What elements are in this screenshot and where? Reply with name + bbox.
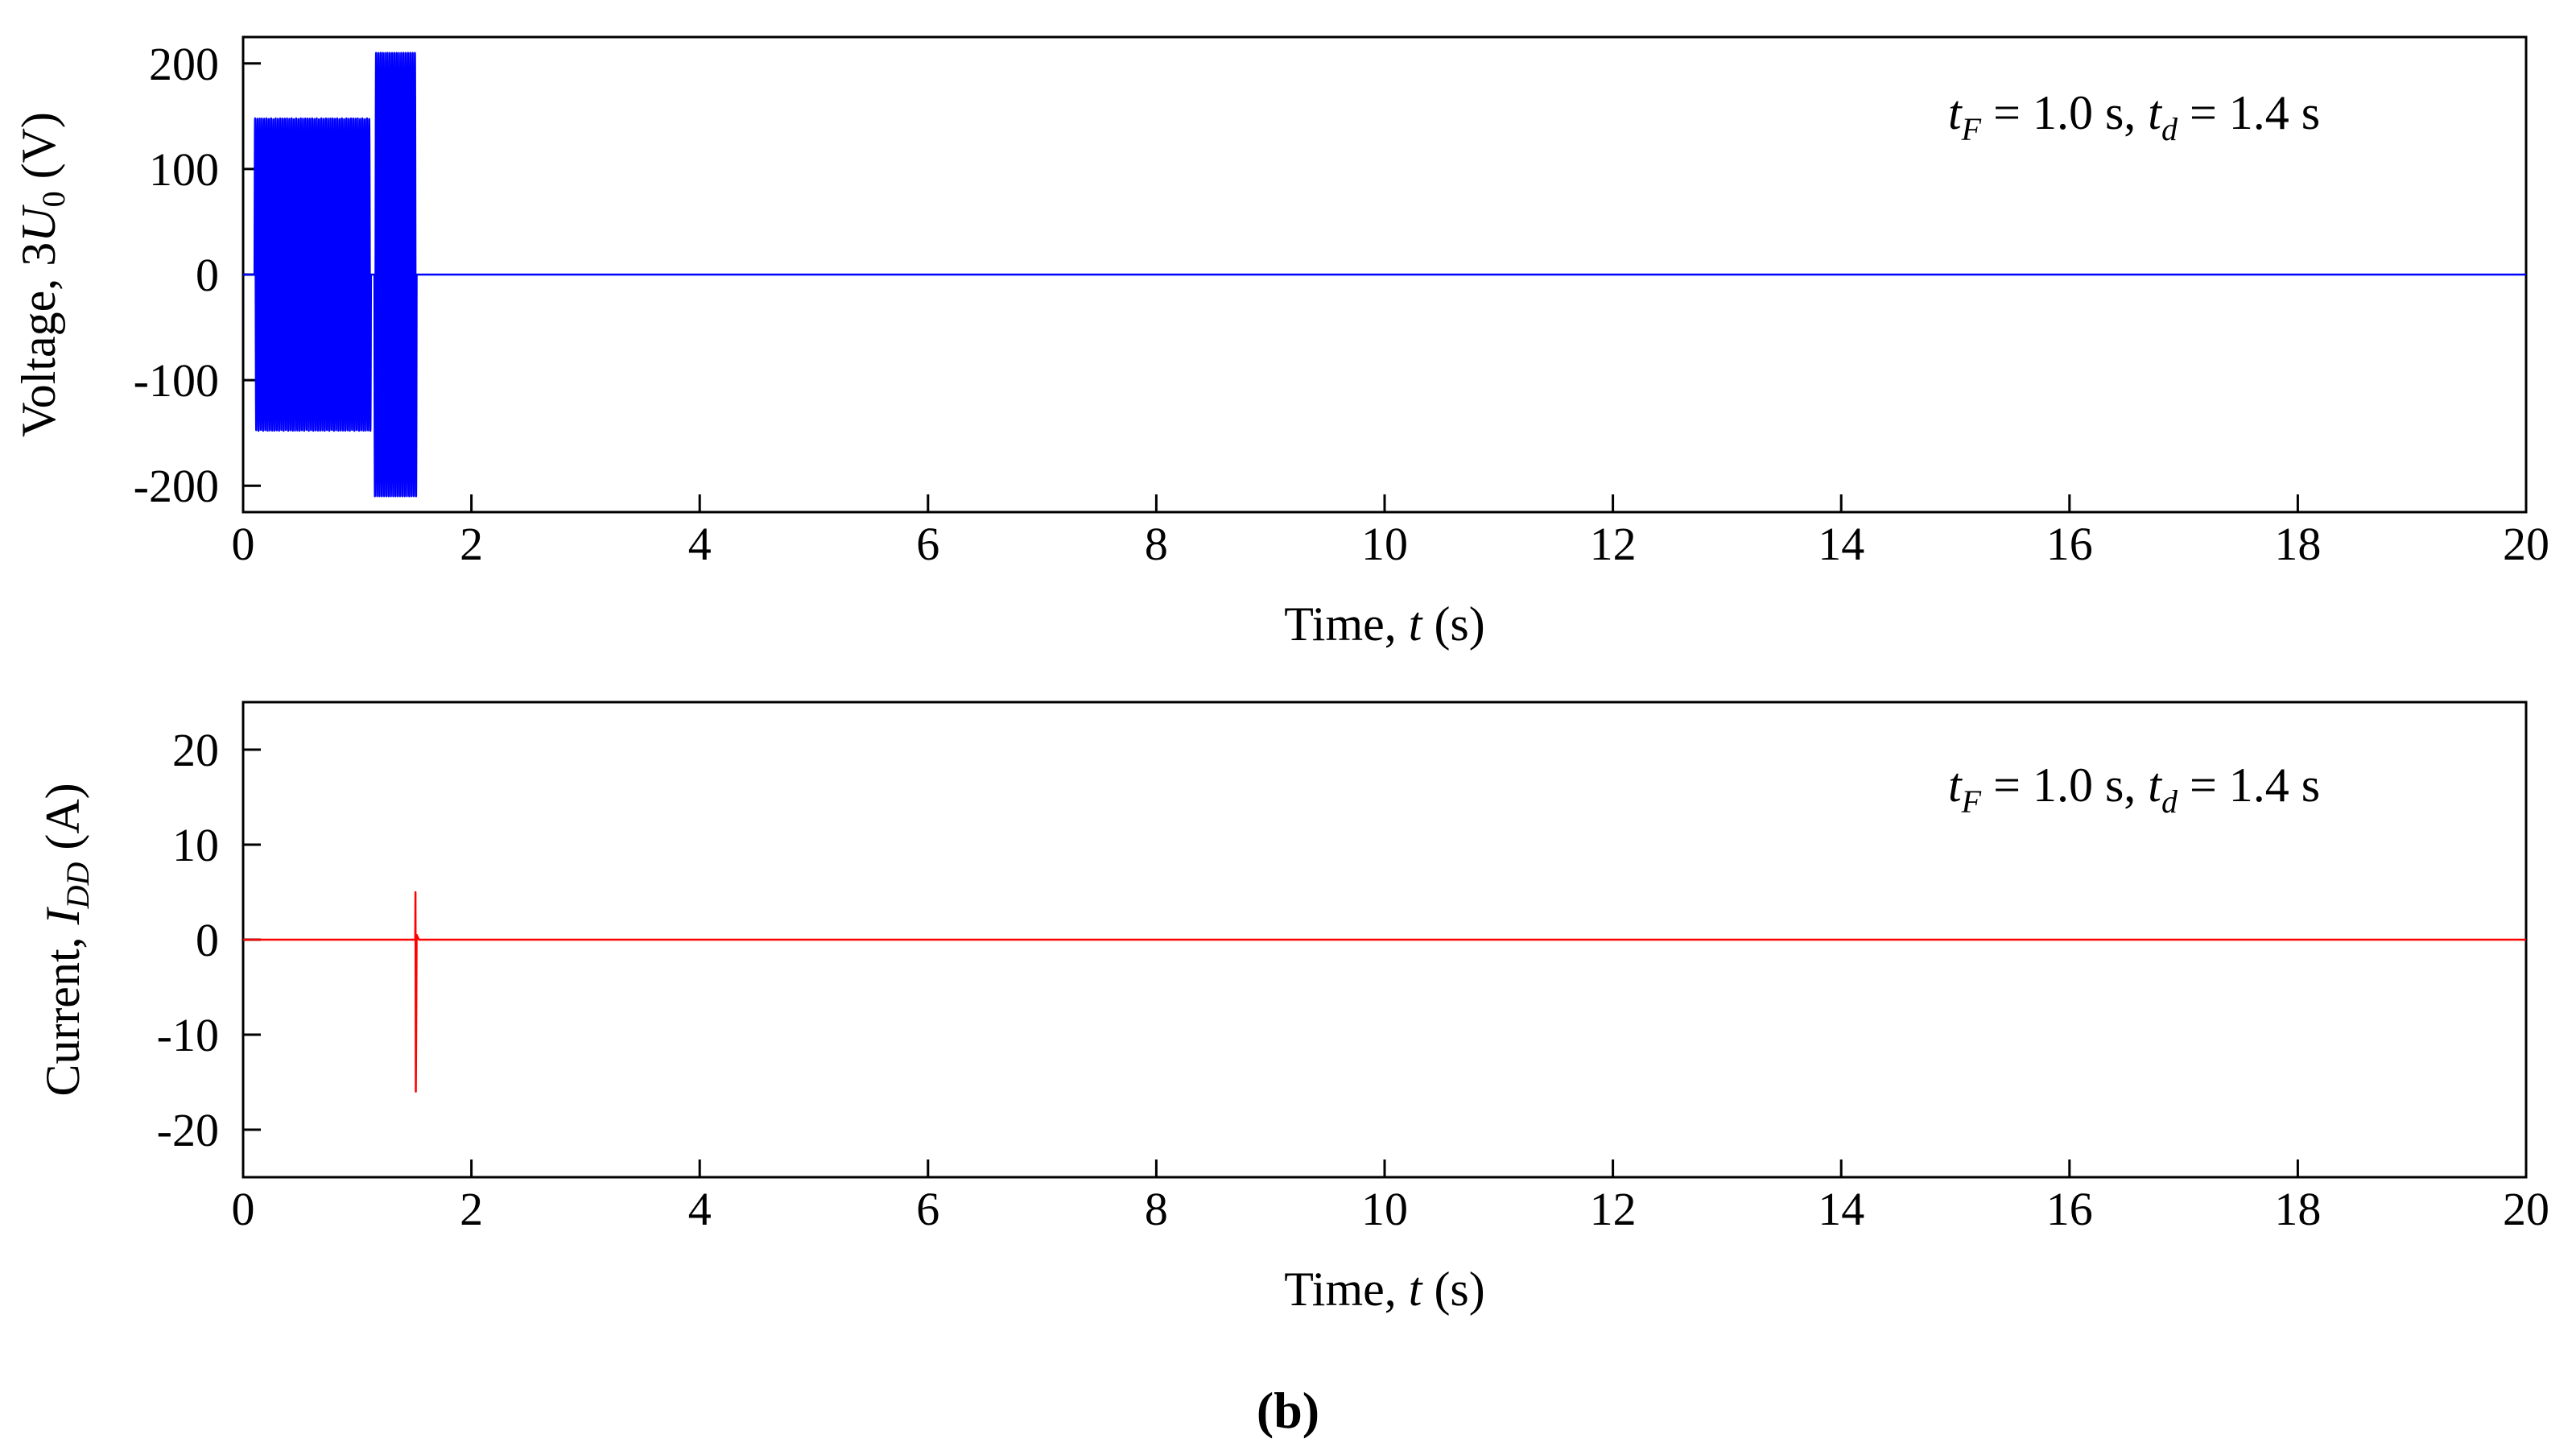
chart-panel-2: 0 2 4 6 8 10 12 14 16 18 20 20 10 0 -10 -20 Time, t (s) C… [36, 701, 2549, 1316]
series-line-2 [243, 891, 2526, 1093]
series-line-1 [243, 52, 2526, 498]
y-axis-label: Current, IDD (A) [36, 783, 96, 1096]
y-tick-label: 10 [172, 819, 219, 871]
x-tick-label: 4 [688, 1183, 712, 1235]
x-tick-label: 20 [2503, 1183, 2549, 1235]
x-axis-label: Time, t (s) [1284, 597, 1485, 651]
x-tick-label: 0 [232, 518, 255, 570]
x-tick-label: 0 [232, 1183, 255, 1235]
x-tick-label: 12 [1590, 518, 1637, 570]
chart-annotation: tF = 1.0 s, td = 1.4 s [1948, 759, 2320, 820]
y-tick-label: -200 [134, 460, 219, 512]
x-axis-label: Time, t (s) [1284, 1263, 1485, 1316]
x-tick-label: 2 [460, 1183, 483, 1235]
figure-caption: (b) [1256, 1382, 1320, 1439]
chart-annotation: tF = 1.0 s, td = 1.4 s [1948, 86, 2320, 147]
y-tick-label: 20 [172, 724, 219, 776]
y-tick-label: 0 [196, 249, 219, 301]
x-tick-label: 8 [1145, 518, 1168, 570]
x-tick-label: 20 [2503, 518, 2549, 570]
x-tick-label: 6 [916, 518, 939, 570]
y-tick-label: -10 [157, 1009, 219, 1061]
y-tick-label: 200 [149, 38, 219, 90]
x-tick-label: 14 [1818, 518, 1864, 570]
x-tick-label: 2 [460, 518, 483, 570]
x-tick-label: 8 [1145, 1183, 1168, 1235]
y-tick-label: 100 [149, 143, 219, 196]
chart-panel-1: 0 2 4 6 8 10 12 14 16 18 20 200 100 0 -100 -200 Time, t … [12, 35, 2549, 651]
y-tick-label: 0 [196, 914, 219, 966]
y-tick-label: -100 [134, 354, 219, 407]
y-axis-label: Voltage, 3U0 (V) [12, 112, 72, 437]
x-tick-label: 12 [1590, 1183, 1637, 1235]
x-tick-label: 18 [2274, 1183, 2321, 1235]
y-tick-label: -20 [157, 1104, 219, 1156]
x-tick-label: 6 [916, 1183, 939, 1235]
x-tick-label: 14 [1818, 1183, 1864, 1235]
x-tick-label: 10 [1361, 518, 1408, 570]
x-tick-label: 18 [2274, 518, 2321, 570]
x-tick-label: 4 [688, 518, 712, 570]
x-tick-label: 16 [2046, 518, 2093, 570]
x-tick-label: 16 [2046, 1183, 2093, 1235]
x-tick-label: 10 [1361, 1183, 1408, 1235]
